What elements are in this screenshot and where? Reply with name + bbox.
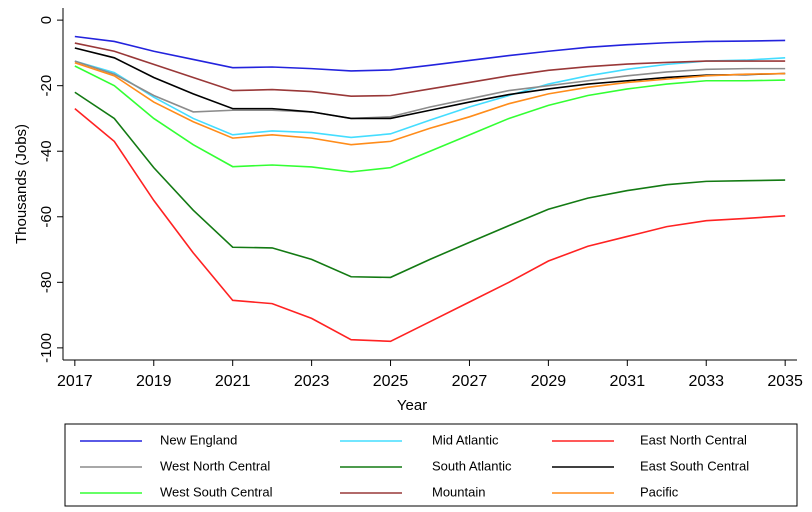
series-line	[74, 65, 786, 173]
x-tick-label: 2035	[767, 373, 803, 390]
legend-label: Mid Atlantic	[432, 432, 499, 447]
legend-label: East North Central	[640, 432, 747, 447]
y-tick-label: 0	[38, 16, 55, 24]
legend-box	[64, 423, 798, 507]
series-line	[74, 108, 786, 343]
legend-label: South Atlantic	[432, 458, 512, 473]
x-tick-label: 2017	[57, 373, 93, 390]
legend-label: East South Central	[640, 458, 749, 473]
series-line	[74, 42, 786, 97]
x-tick-label: 2031	[610, 373, 646, 390]
legend-label: New England	[160, 432, 237, 447]
x-tick-label: 2033	[688, 373, 724, 390]
legend-label: West South Central	[160, 484, 273, 499]
x-tick-label: 2023	[294, 373, 330, 390]
x-tick-label: 2027	[452, 373, 488, 390]
legend-label: Mountain	[432, 484, 485, 499]
x-tick-label: 2025	[373, 373, 409, 390]
x-tick-label: 2029	[531, 373, 567, 390]
x-tick-label: 2019	[136, 373, 172, 390]
x-tick-label: 2021	[215, 373, 251, 390]
legend-label: Pacific	[640, 484, 679, 499]
series-line	[74, 60, 786, 120]
y-tick-label: -20	[38, 75, 55, 97]
series-line	[74, 35, 786, 72]
series-line	[74, 47, 786, 120]
y-tick-label: -60	[38, 206, 55, 228]
x-axis-title: Year	[397, 397, 427, 414]
y-tick-label: -100	[38, 333, 55, 363]
series-line	[74, 61, 786, 146]
series-line	[74, 91, 786, 279]
series-line	[74, 57, 786, 139]
legend-label: West North Central	[160, 458, 270, 473]
y-tick-label: -40	[38, 140, 55, 162]
y-axis-title: Thousands (Jobs)	[13, 124, 30, 244]
y-tick-label: -80	[38, 271, 55, 293]
